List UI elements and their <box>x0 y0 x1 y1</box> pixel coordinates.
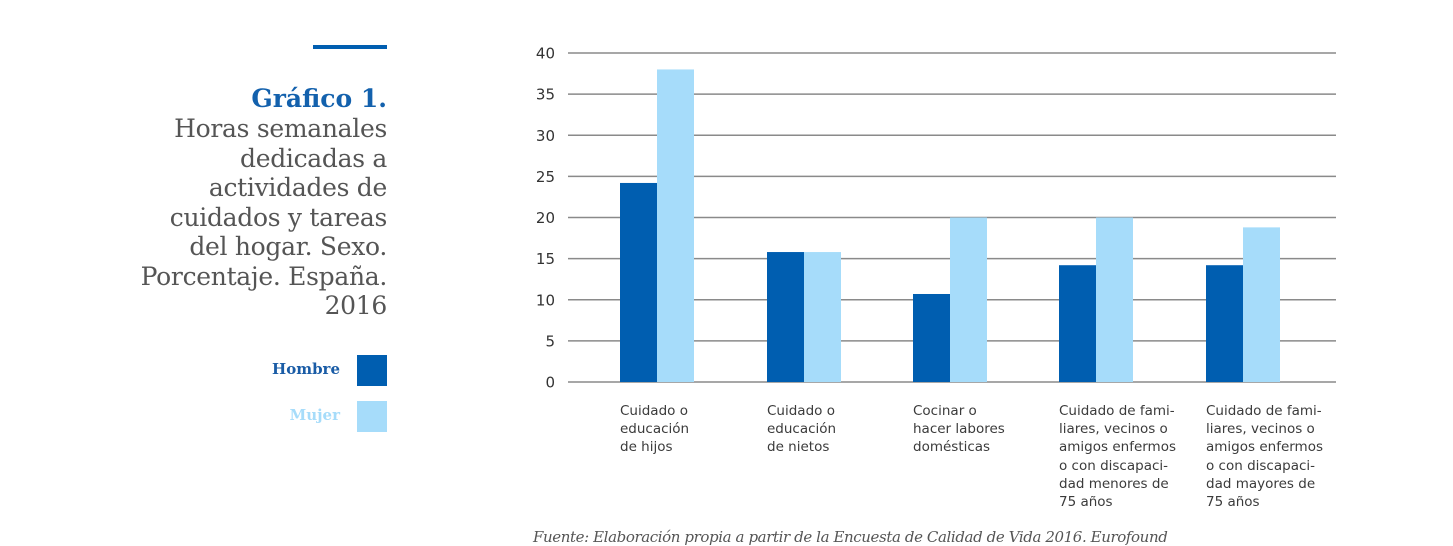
bar-hombre <box>1206 265 1243 382</box>
x-category-label-line: domésticas <box>913 439 991 456</box>
chart-title-line: 2016 <box>324 291 388 320</box>
x-category-label-line: Cuidado de fami- <box>1206 403 1322 419</box>
x-category-label-line: dad mayores de <box>1206 475 1316 492</box>
x-category-label-line: Cocinar o <box>913 403 977 419</box>
y-tick-label: 20 <box>536 209 555 227</box>
x-category-label-line: hacer labores <box>913 421 1005 438</box>
y-tick-label: 5 <box>545 332 555 350</box>
bar-mujer <box>950 217 987 382</box>
legend-item-hombre: Hombre <box>240 355 388 386</box>
x-category-label-line: 75 años <box>1206 494 1260 511</box>
bar-mujer <box>1096 217 1133 382</box>
x-category-label-line: dad menores de <box>1059 475 1169 492</box>
x-category-label-line: liares, vecinos o <box>1059 421 1168 438</box>
legend-swatch-mujer <box>357 401 387 432</box>
chart-title-line: del hogar. Sexo. <box>189 232 387 261</box>
y-tick-label: 30 <box>536 127 555 145</box>
x-category-label: Cuidado o educación de nietos <box>767 402 902 457</box>
x-category-label-line: amigos enfermos <box>1206 439 1324 456</box>
x-category-label-line: educación <box>620 421 690 438</box>
chart-title-line: cuidados y tareas <box>169 202 388 232</box>
legend-item-mujer: Mujer <box>240 401 388 432</box>
bar-mujer <box>657 69 694 382</box>
y-tick-label: 15 <box>536 250 555 268</box>
x-category-label-line: 75 años <box>1059 494 1113 511</box>
chart-legend: Hombre Mujer <box>240 355 388 447</box>
bar-hombre <box>913 293 950 382</box>
x-category-label-line: de nietos <box>767 439 830 456</box>
bar-hombre <box>620 182 657 382</box>
bar-hombre <box>1059 265 1096 382</box>
chart-title-line: dedicadas a <box>240 143 387 173</box>
x-category-label: Cocinar o hacer labores domésticas <box>913 402 1048 457</box>
x-category-label-line: o con discapaci- <box>1059 457 1169 474</box>
x-category-label-line: Cuidado o <box>767 403 835 419</box>
x-category-label-line: o con discapaci- <box>1206 457 1316 474</box>
x-category-label-line: amigos enfermos <box>1059 439 1177 456</box>
x-category-label-line: Cuidado de fami- <box>1059 403 1175 419</box>
y-tick-label: 25 <box>536 168 555 186</box>
y-tick-label: 40 <box>536 45 555 63</box>
chart-title-block: Gráfico 1. Horas semanales dedicadas a a… <box>87 84 388 321</box>
x-category-label: Cuidado o educación de hijos <box>620 402 755 457</box>
x-category-label: Cuidado de fami-liares, vecinos o amigos … <box>1059 402 1194 511</box>
bar-mujer <box>1243 227 1280 382</box>
bar-mujer <box>804 252 841 382</box>
legend-swatch-hombre <box>357 355 387 386</box>
x-category-label-line: de hijos <box>620 439 673 456</box>
legend-label-mujer: Mujer <box>289 406 340 424</box>
chart-number: Gráfico 1. <box>251 84 387 113</box>
legend-label-hombre: Hombre <box>272 360 340 378</box>
title-accent-rule <box>313 45 387 49</box>
x-category-label: Cuidado de fami-liares, vecinos o amigos … <box>1206 402 1341 511</box>
x-category-label-line: educación <box>767 421 837 438</box>
chart-title-line: Horas semanales <box>174 114 387 143</box>
y-tick-label: 0 <box>545 374 555 392</box>
chart-title-line: Porcentaje. España. <box>140 261 388 291</box>
y-tick-label: 35 <box>536 86 555 104</box>
chart-title-line: actividades de <box>208 173 387 202</box>
x-category-label-line: liares, vecinos o <box>1206 421 1315 438</box>
x-category-label-line: Cuidado o <box>620 403 688 419</box>
source-note: Fuente: Elaboración propia a partir de l… <box>533 528 1168 546</box>
bar-hombre <box>767 252 804 382</box>
y-tick-label: 10 <box>536 291 555 309</box>
